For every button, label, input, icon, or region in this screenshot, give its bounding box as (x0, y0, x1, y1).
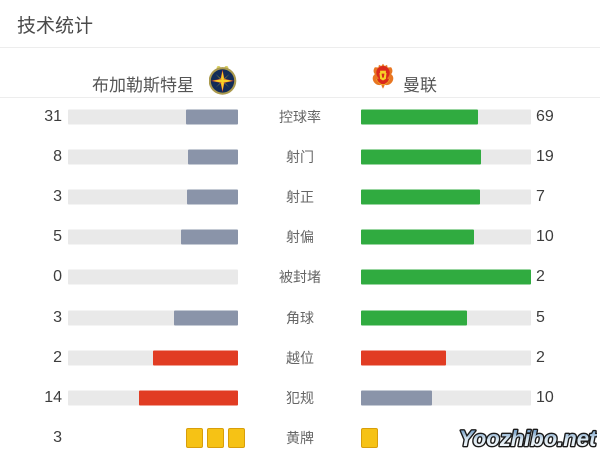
svg-text:Yoozhibo.net: Yoozhibo.net (459, 426, 597, 451)
